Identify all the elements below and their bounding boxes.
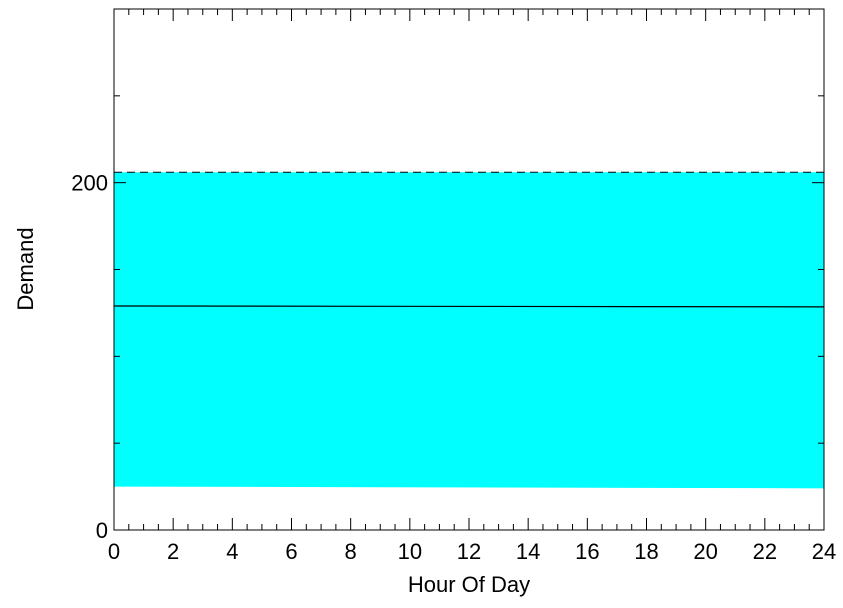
x-tick-label: 10 (398, 539, 422, 564)
x-tick-label: 12 (457, 539, 481, 564)
x-tick-label: 4 (226, 539, 238, 564)
y-tick-label: 200 (71, 171, 108, 196)
x-tick-label: 8 (345, 539, 357, 564)
x-axis-title: Hour Of Day (408, 572, 530, 597)
x-tick-label: 18 (634, 539, 658, 564)
x-tick-label: 16 (575, 539, 599, 564)
band-layer (114, 172, 824, 489)
x-tick-label: 24 (812, 539, 836, 564)
x-tick-label: 2 (167, 539, 179, 564)
mean-line (113, 305, 825, 308)
x-tick-label: 22 (753, 539, 777, 564)
x-tick-label: 0 (108, 539, 120, 564)
x-tick-label: 20 (693, 539, 717, 564)
y-axis-title: Demand (13, 227, 38, 310)
range-band (114, 172, 824, 489)
tick-layer (113, 9, 825, 531)
x-tick-label: 6 (285, 539, 297, 564)
y-tick-label: 0 (96, 518, 108, 543)
x-tick-label: 14 (516, 539, 540, 564)
line-layer (113, 171, 825, 308)
